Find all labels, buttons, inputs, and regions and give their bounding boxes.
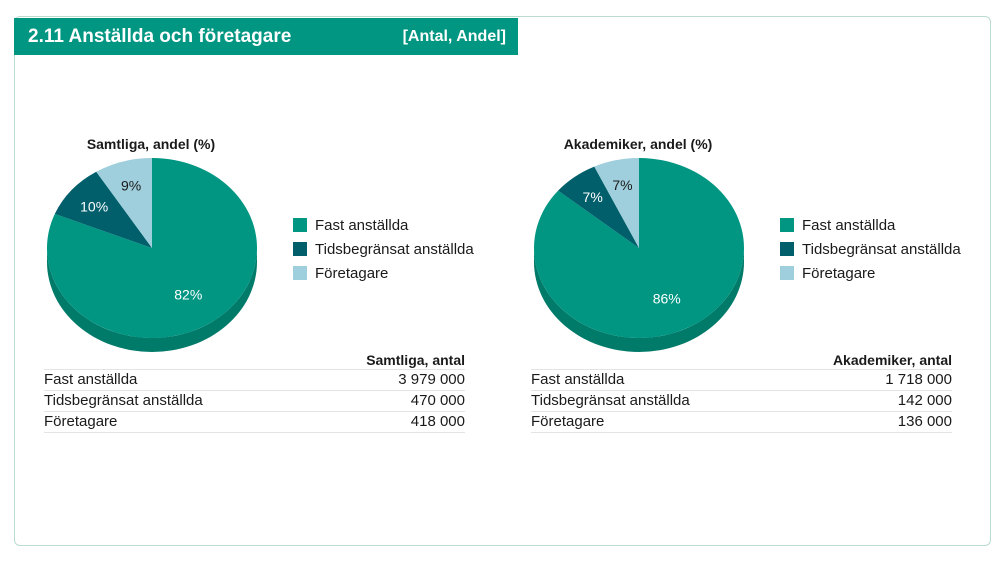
legend-label: Tidsbegränsat anställda	[315, 240, 474, 258]
table-akademiker: Akademiker, antal Fast anställda 1 718 0…	[531, 351, 952, 433]
row-label: Tidsbegränsat anställda	[44, 392, 203, 409]
slice-label: 10%	[80, 198, 108, 214]
slice-foretagare	[594, 158, 639, 248]
slice-tids	[54, 171, 152, 248]
legend-swatch-tids	[780, 242, 794, 256]
slice-label: 82%	[174, 286, 202, 302]
legend-item-fast: Fast anställda	[293, 213, 474, 237]
row-value: 136 000	[897, 413, 952, 430]
pie-title-samtliga: Samtliga, andel (%)	[86, 136, 216, 152]
legend-item-fast: Fast anställda	[780, 213, 961, 237]
pie-title-akademiker: Akademiker, andel (%)	[563, 136, 713, 152]
slice-label: 7%	[583, 189, 603, 205]
slice-label: 86%	[653, 290, 681, 306]
legend-akademiker: Fast anställda Tidsbegränsat anställda F…	[780, 213, 961, 285]
table-row: Tidsbegränsat anställda 470 000	[44, 391, 465, 412]
table-header: Akademiker, antal	[531, 351, 952, 370]
legend-swatch-fast	[780, 218, 794, 232]
pie-side	[47, 248, 257, 352]
legend-swatch-foretagare	[293, 266, 307, 280]
slice-label: 9%	[121, 178, 141, 194]
legend-label: Tidsbegränsat anställda	[802, 240, 961, 258]
table-row: Fast anställda 3 979 000	[44, 370, 465, 391]
table-header: Samtliga, antal	[44, 351, 465, 370]
legend-item-foretagare: Företagare	[293, 261, 474, 285]
row-label: Företagare	[531, 413, 605, 430]
legend-label: Fast anställda	[802, 216, 896, 234]
pie-side	[534, 248, 744, 352]
row-label: Fast anställda	[531, 371, 625, 388]
row-value: 3 979 000	[398, 371, 465, 388]
legend-swatch-tids	[293, 242, 307, 256]
row-label: Företagare	[44, 413, 118, 430]
row-value: 142 000	[897, 392, 952, 409]
section-title: 2.11 Anställda och företagare	[28, 25, 292, 47]
row-value: 470 000	[410, 392, 465, 409]
row-value: 418 000	[410, 413, 465, 430]
table-samtliga: Samtliga, antal Fast anställda 3 979 000…	[44, 351, 465, 433]
section-unit: [Antal, Andel]	[402, 27, 506, 45]
legend-item-tids: Tidsbegränsat anställda	[293, 237, 474, 261]
legend-item-foretagare: Företagare	[780, 261, 961, 285]
legend-swatch-foretagare	[780, 266, 794, 280]
legend-label: Företagare	[315, 264, 389, 282]
legend-label: Företagare	[802, 264, 876, 282]
slice-tids	[558, 166, 639, 248]
section-header: 2.11 Anställda och företagare [Antal, An…	[14, 18, 518, 55]
table-row: Företagare 136 000	[531, 412, 952, 433]
legend-label: Fast anställda	[315, 216, 409, 234]
slice-foretagare	[96, 158, 152, 248]
table-row: Tidsbegränsat anställda 142 000	[531, 391, 952, 412]
row-label: Tidsbegränsat anställda	[531, 392, 690, 409]
legend-samtliga: Fast anställda Tidsbegränsat anställda F…	[293, 213, 474, 285]
table-row: Företagare 418 000	[44, 412, 465, 433]
legend-swatch-fast	[293, 218, 307, 232]
row-label: Fast anställda	[44, 371, 138, 388]
table-row: Fast anställda 1 718 000	[531, 370, 952, 391]
legend-item-tids: Tidsbegränsat anställda	[780, 237, 961, 261]
slice-label: 7%	[612, 177, 632, 193]
row-value: 1 718 000	[885, 371, 952, 388]
